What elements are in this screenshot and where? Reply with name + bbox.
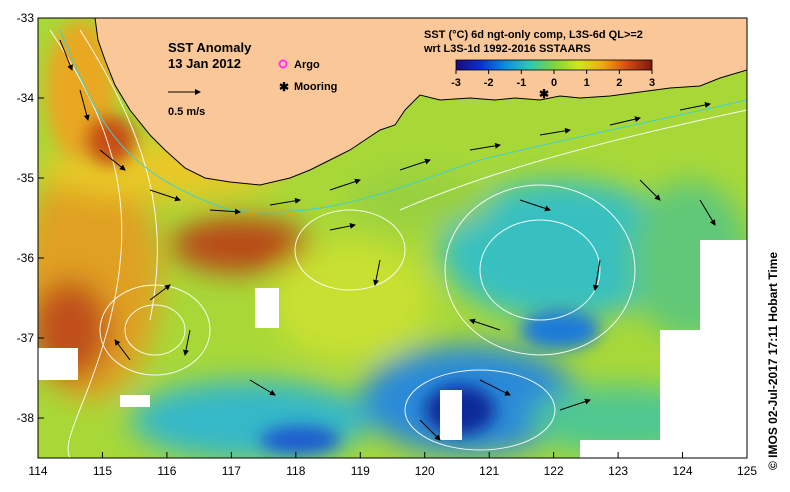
mooring-legend-icon: ✱ — [279, 80, 289, 94]
colorbar-tick-label: -3 — [451, 77, 461, 89]
colorbar-tick-label: 1 — [584, 77, 590, 89]
x-tick-label: 125 — [737, 464, 757, 478]
y-tick-label: -37 — [17, 331, 35, 345]
colorbar-tick-label: -2 — [484, 77, 494, 89]
y-axis: -33 -34 -35 -36 -37 -38 — [17, 11, 44, 425]
argo-legend-label: Argo — [294, 59, 320, 71]
x-tick-label: 121 — [479, 464, 499, 478]
x-tick-label: 120 — [415, 464, 435, 478]
scale-arrow-label: 0.5 m/s — [168, 106, 205, 118]
argo-legend-icon — [278, 59, 288, 69]
credit-text: © IMOS 02-Jul-2017 17:11 Hobart Time — [766, 251, 780, 470]
x-tick-label: 116 — [157, 464, 176, 478]
mooring-marker-icon: ✱ — [539, 87, 549, 101]
x-tick-label: 117 — [222, 464, 241, 478]
colorbar-title-line2: wrt L3S-1d 1992-2016 SSTAARS — [423, 43, 591, 55]
x-tick-label: 123 — [608, 464, 628, 478]
y-tick-label: -36 — [17, 251, 35, 265]
x-axis: 114 115 116 117 118 119 120 121 122 123 124 125 — [28, 452, 757, 478]
colorbar-title-line1: SST (°C) 6d ngt-only comp, L3S-6d QL>=2 — [424, 29, 643, 41]
colorbar-tick-label: 0 — [551, 77, 557, 89]
colorbar-tick-label: -1 — [516, 77, 526, 89]
mooring-legend-label: Mooring — [294, 81, 337, 93]
y-tick-label: -38 — [17, 411, 35, 425]
x-tick-label: 115 — [93, 464, 112, 478]
map-title: SST Anomaly — [168, 40, 252, 55]
x-tick-label: 118 — [286, 464, 305, 478]
y-tick-label: -35 — [17, 171, 35, 185]
x-tick-label: 122 — [544, 464, 564, 478]
plot-frame — [37, 17, 748, 459]
colorbar — [455, 59, 653, 71]
x-tick-label: 119 — [351, 464, 370, 478]
y-tick-label: -33 — [17, 11, 35, 25]
colorbar-tick-label: 3 — [649, 77, 655, 89]
map-date: 13 Jan 2012 — [168, 56, 241, 71]
y-tick-label: -34 — [17, 91, 35, 105]
x-tick-label: 114 — [28, 464, 47, 478]
colorbar-ticks: -3 -2 -1 0 1 2 3 — [451, 70, 655, 89]
x-tick-label: 124 — [673, 464, 693, 478]
colorbar-tick-label: 2 — [616, 77, 622, 89]
sst-field — [38, 18, 747, 458]
